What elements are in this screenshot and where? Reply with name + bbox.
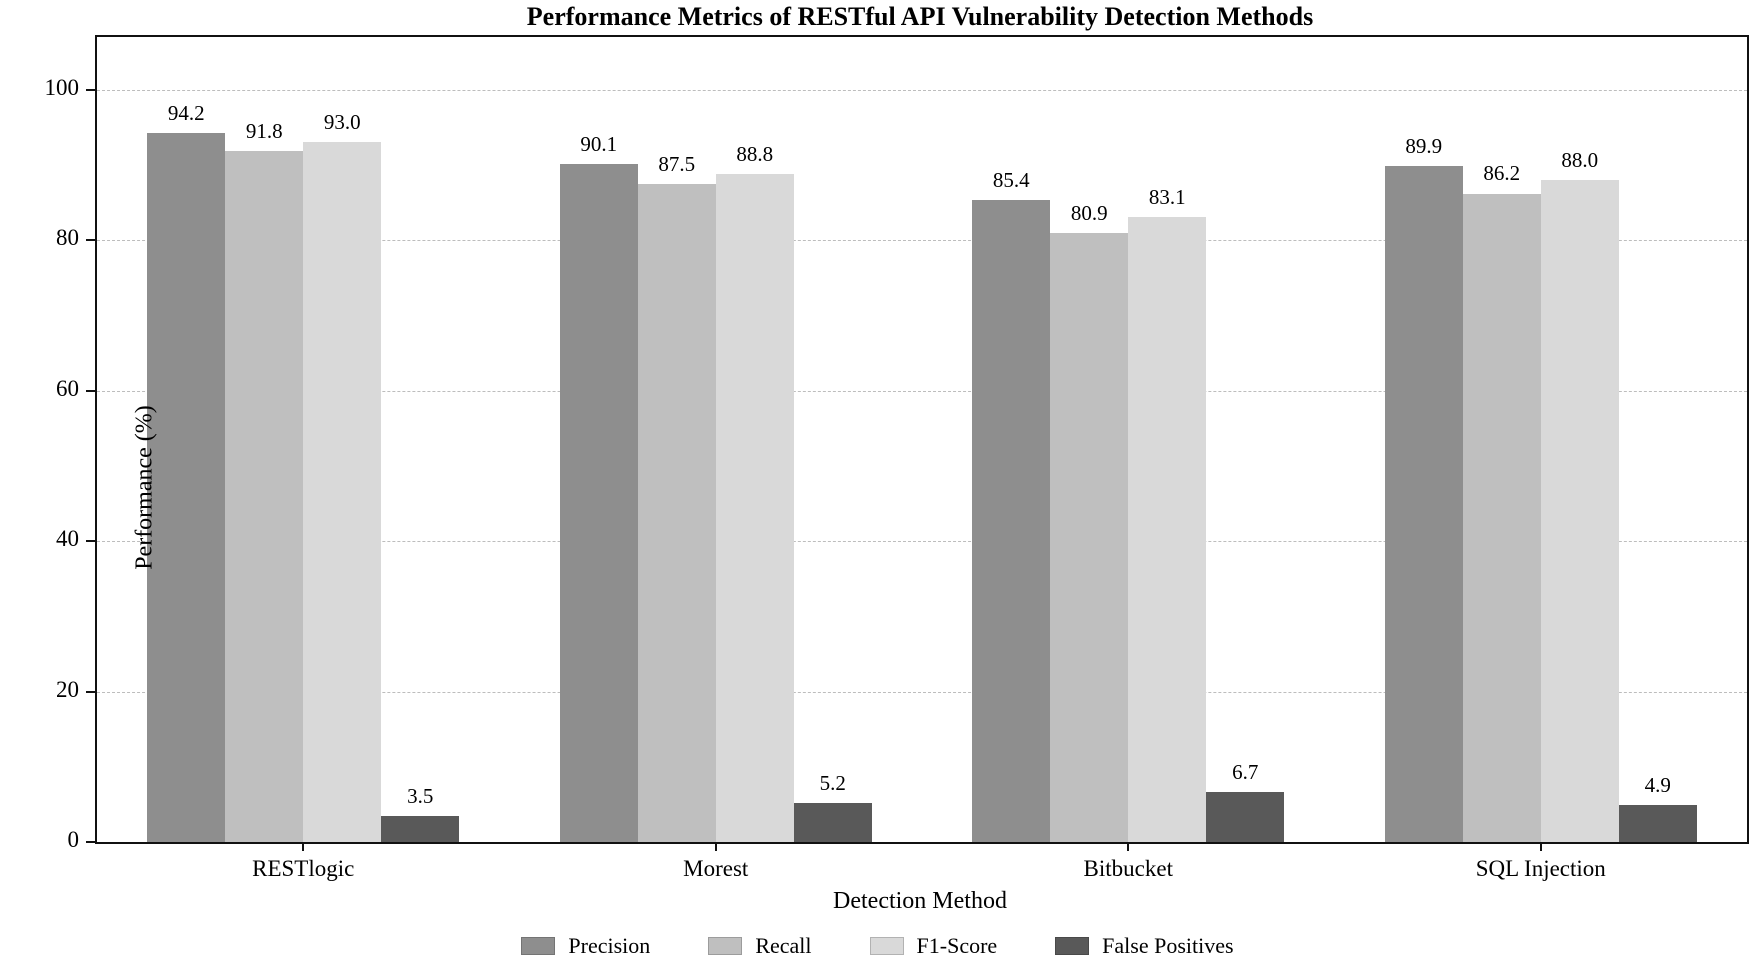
bar-value-label: 89.9: [1405, 133, 1443, 158]
bar-value-label: 94.2: [167, 101, 205, 126]
y-axis-label: Performance (%): [131, 405, 158, 570]
legend-item-f1-score: F1-Score: [869, 933, 998, 959]
x-category-label: Bitbucket: [1083, 856, 1173, 881]
plot-area: 94.2 91.8 93.0 3.5 90.1 87.5 88.8 5.2 85.4 80.9 83…: [45, 35, 1749, 881]
gridline-y100: [97, 89, 1747, 91]
bar-recall: [1462, 193, 1541, 842]
y-tick-label: 100: [44, 74, 80, 100]
bar-f1-score: [1540, 179, 1619, 842]
x-category-label: SQL Injection: [1475, 856, 1606, 881]
y-tick-label: 0: [67, 827, 80, 852]
y-tick-label: 40: [56, 526, 79, 552]
bar-value-label: 87.5: [658, 151, 696, 176]
gridline-y60: [97, 390, 1747, 392]
legend-swatch: [1055, 937, 1090, 955]
y-tick-label: 60: [56, 375, 79, 401]
y-tick-label: 80: [56, 225, 79, 251]
y-tick-label: 20: [56, 676, 79, 702]
y-tick-mark: [86, 239, 95, 242]
bar-value-label: 90.1: [580, 132, 618, 157]
x-tick-mark: [1127, 842, 1130, 851]
y-tick-mark: [86, 841, 95, 843]
legend-label: Recall: [755, 933, 812, 958]
gridline-y40: [97, 541, 1747, 543]
bar-value-label: 91.8: [245, 119, 283, 144]
bar-precision: [972, 199, 1051, 842]
bar-false-positives: [793, 802, 872, 842]
bar-value-label: 80.9: [1070, 201, 1108, 226]
bar-value-label: 4.9: [1644, 773, 1671, 798]
x-category-label: Morest: [683, 856, 749, 881]
x-tick-mark: [1539, 842, 1542, 851]
bar-value-label: 88.0: [1561, 147, 1599, 172]
y-tick-mark: [86, 389, 95, 392]
legend-item-false-positives: False Positives: [1055, 933, 1234, 959]
x-axis-label: Detection Method: [833, 888, 1007, 914]
bar-value-label: 93.0: [323, 110, 361, 135]
x-tick-mark: [714, 842, 717, 851]
bar-value-label: 86.2: [1483, 161, 1521, 186]
bar-recall: [637, 183, 716, 842]
bar-false-positives: [381, 815, 460, 842]
bar-precision: [559, 164, 638, 842]
bar-f1-score: [715, 173, 794, 842]
gridline-y20: [97, 691, 1747, 693]
bar-precision: [147, 133, 226, 842]
bar-value-label: 88.8: [736, 141, 774, 166]
legend-label: False Positives: [1102, 933, 1234, 958]
bar-false-positives: [1206, 791, 1285, 842]
bar-recall: [1050, 233, 1129, 842]
bar-value-label: 83.1: [1148, 184, 1186, 209]
legend-item-precision: Precision: [521, 933, 650, 959]
legend-label: F1-Score: [916, 933, 998, 958]
bar-f1-score: [1128, 216, 1207, 842]
legend-swatch: [708, 937, 743, 955]
legend: Precision Recall F1-Score False Positives: [0, 933, 1755, 959]
y-tick-mark: [86, 540, 95, 543]
legend-swatch: [869, 937, 904, 955]
bar-precision: [1384, 165, 1463, 842]
bar-value-label: 3.5: [407, 783, 434, 808]
legend-swatch: [521, 937, 556, 955]
x-category-label: RESTlogic: [252, 856, 355, 881]
y-tick-mark: [86, 88, 95, 91]
legend-item-recall: Recall: [708, 933, 812, 959]
x-tick-mark: [302, 842, 305, 851]
chart-title: Performance Metrics of RESTful API Vulne…: [526, 2, 1314, 31]
bar-f1-score: [303, 142, 382, 842]
bar-value-label: 5.2: [819, 770, 846, 795]
bar-value-label: 85.4: [992, 167, 1030, 192]
gridline-y80: [97, 240, 1747, 242]
y-tick-mark: [86, 690, 95, 693]
bar-recall: [225, 151, 304, 842]
legend-label: Precision: [568, 933, 651, 958]
bar-false-positives: [1618, 805, 1697, 842]
bar-value-label: 6.7: [1232, 759, 1259, 784]
